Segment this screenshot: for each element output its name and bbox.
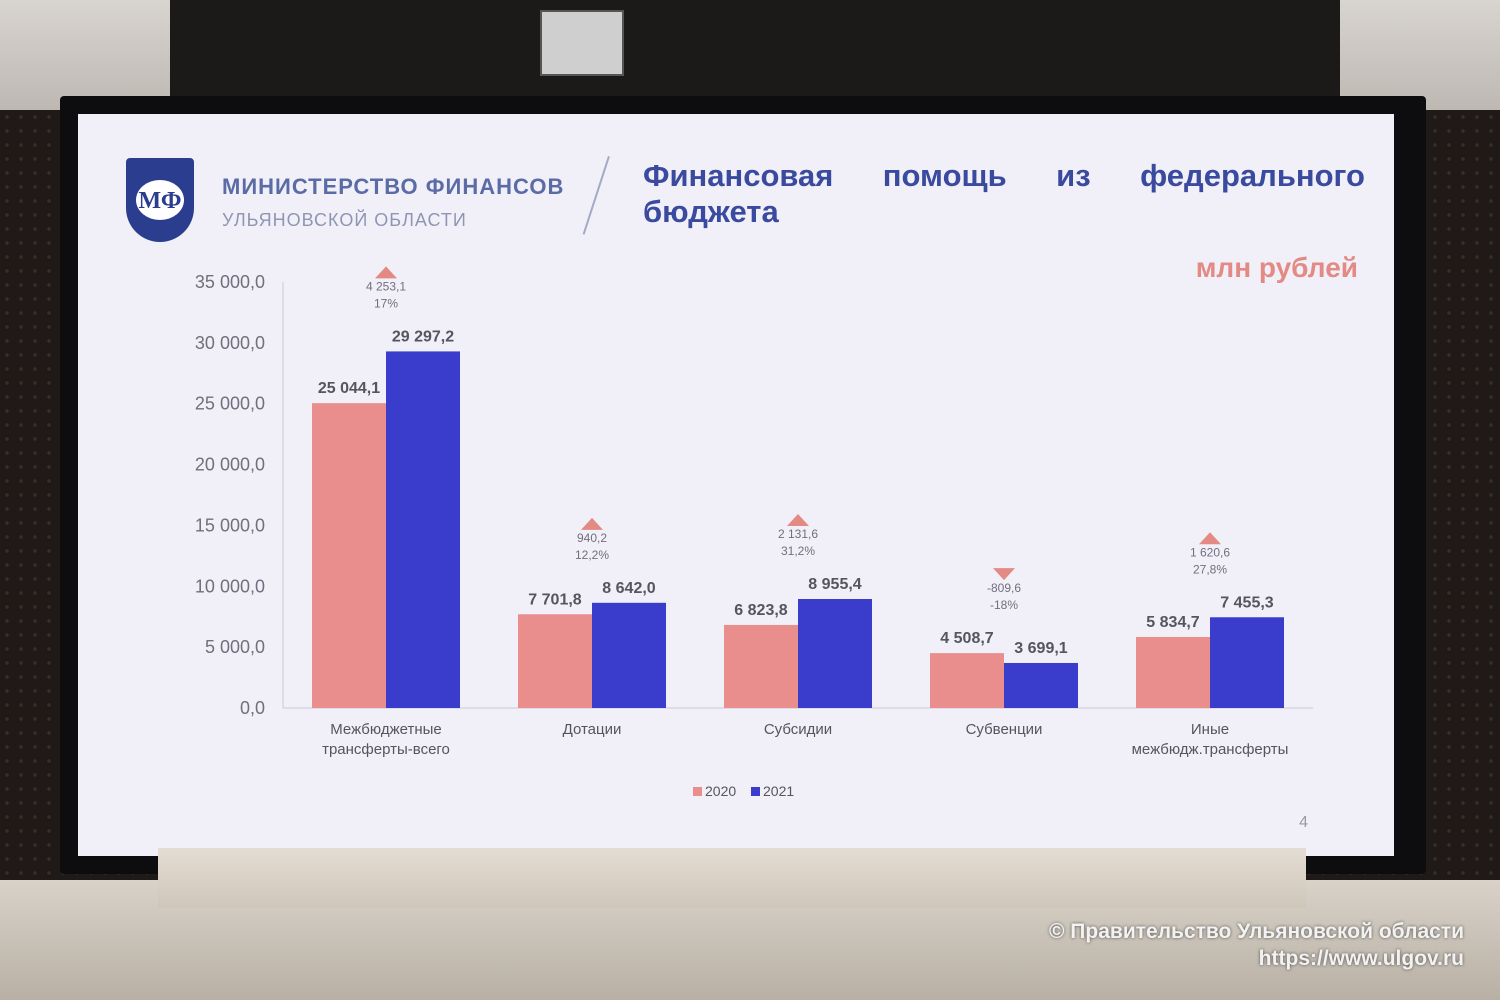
watermark-url: https://www.ulgov.ru [1258,947,1464,970]
data-label: 4 508,7 [940,630,993,647]
x-category-label: Межбюджетные [330,721,441,738]
change-absolute: -809,6 [987,581,1021,595]
change-percent: 17% [374,296,398,310]
data-label: 8 955,4 [808,576,861,593]
bar-2020 [518,614,592,708]
change-triangle-up [375,266,397,279]
bar-2021 [386,351,460,708]
data-label: 25 044,1 [318,380,380,397]
bar-2020 [1136,636,1210,708]
bar-2021 [798,599,872,708]
legend-swatch-2021 [751,787,760,796]
y-tick-label: 35 000,0 [195,272,265,292]
data-label: 7 701,8 [528,591,581,608]
ministry-name: МИНИСТЕРСТВО ФИНАНСОВ [222,174,565,199]
change-percent: 12,2% [575,548,609,562]
change-absolute: 2 131,6 [778,527,818,541]
change-absolute: 940,2 [577,531,607,545]
data-label: 3 699,1 [1014,640,1067,657]
x-category-label: Субсидии [764,721,832,738]
y-tick-label: 15 000,0 [195,515,265,535]
x-category-label: трансферты-всего [322,741,450,758]
bar-2021 [1210,617,1284,708]
x-category-label: Иные [1191,721,1229,738]
change-triangle-down [993,568,1015,581]
change-triangle-up [581,517,603,530]
units-label: млн рублей [1195,252,1358,283]
change-percent: 31,2% [781,544,815,558]
bar-2021 [1004,662,1078,708]
change-absolute: 4 253,1 [366,279,406,293]
y-tick-label: 10 000,0 [195,576,265,596]
change-absolute: 1 620,6 [1190,545,1230,559]
x-category-label: Дотации [563,721,622,738]
bar-2020 [930,653,1004,708]
data-label: 29 297,2 [392,328,454,345]
bar-2021 [592,602,666,708]
legend-swatch-2020 [693,787,702,796]
data-label: 7 455,3 [1220,594,1273,611]
podium-sign [540,10,624,76]
data-label: 5 834,7 [1146,614,1199,631]
legend-label: 2021 [763,783,794,799]
ministry-logo-icon: МФ [126,158,194,242]
monitor-stand [158,848,1306,908]
change-triangle-up [787,514,809,526]
watermark-copyright: © Правительство Ульяновской области [1049,920,1464,943]
page-number: 4 [1299,814,1308,831]
data-label: 6 823,8 [734,602,787,619]
bar-2020 [312,403,386,708]
svg-text:МФ: МФ [139,188,182,214]
x-category-label: межбюдж.трансферты [1132,741,1289,758]
watermark: © Правительство Ульяновской области http… [980,918,1464,972]
y-tick-label: 30 000,0 [195,333,265,353]
podium [170,0,1340,105]
presentation-slide: МФ МИНИСТЕРСТВО ФИНАНСОВ УЛЬЯНОВСКОЙ ОБЛ… [78,114,1394,856]
data-label: 8 642,0 [602,580,655,597]
slide-title: Финансовая помощь из федерального бюджет… [643,158,1365,229]
y-tick-label: 20 000,0 [195,455,265,475]
x-category-label: Субвенции [966,721,1043,738]
y-tick-label: 5 000,0 [205,637,265,657]
ministry-region: УЛЬЯНОВСКОЙ ОБЛАСТИ [222,210,467,230]
bar-chart: 0,0 5 000,0 10 000,0 15 000,0 20 000,0 25 000… [195,266,1313,799]
change-triangle-up [1199,532,1221,545]
legend-label: 2020 [705,783,736,799]
y-tick-label: 25 000,0 [195,394,265,414]
y-tick-label: 0,0 [240,698,265,718]
change-percent: 27,8% [1193,562,1227,576]
change-percent: -18% [990,598,1018,612]
bar-2020 [724,624,798,708]
